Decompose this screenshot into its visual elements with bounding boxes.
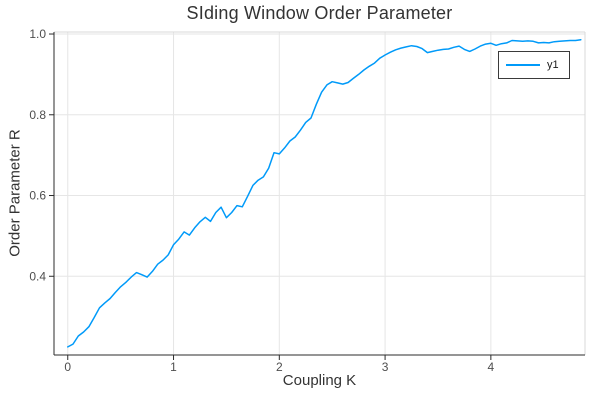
x-tick-label: 1 (170, 360, 177, 374)
x-axis-label: Coupling K (282, 372, 357, 389)
y-tick-label: 0.4 (29, 269, 46, 283)
x-tick-label: 2 (276, 360, 283, 374)
series-line-y1 (67, 38, 582, 348)
y-tick-label: 0.8 (29, 108, 46, 122)
legend: y1 (498, 51, 570, 79)
x-tick-label: 4 (488, 360, 495, 374)
y-axis-label: Order Parameter R (6, 129, 24, 257)
legend-label: y1 (547, 59, 559, 71)
x-tick-label: 0 (64, 360, 71, 374)
chart-title: SIding Window Order Parameter (186, 3, 453, 23)
y-tick-label: 0.6 (29, 189, 46, 203)
y-tick-label: 1.0 (29, 27, 46, 41)
legend-line-sample (506, 64, 540, 66)
x-tick-label: 3 (382, 360, 389, 374)
